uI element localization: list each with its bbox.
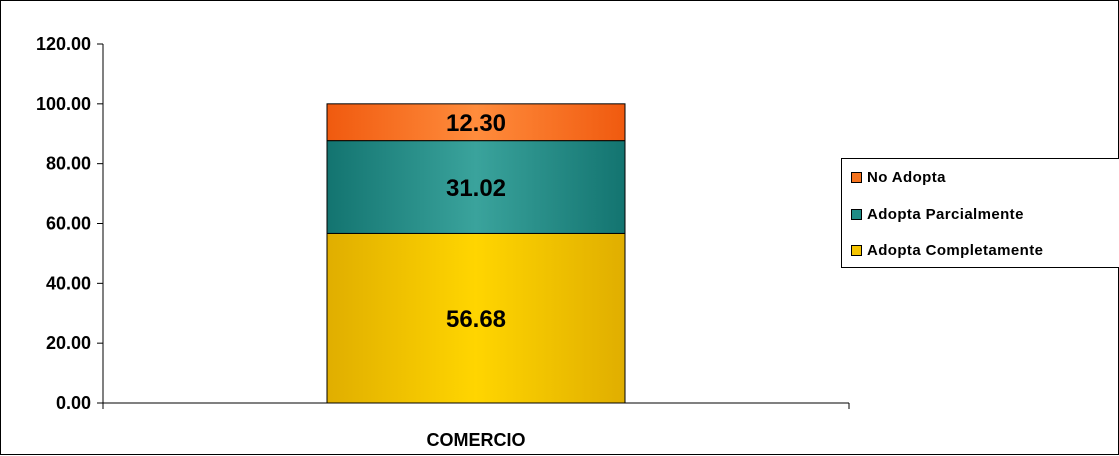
x-category-label: COMERCIO [427,430,526,450]
data-label: 12.30 [446,110,506,137]
y-tick-label: 0.00 [56,393,91,413]
legend-item-adopta-completamente: Adopta Completamente [851,242,1043,259]
legend-label: Adopta Parcialmente [867,206,1024,223]
bar-segment [326,103,626,142]
legend-swatch [851,245,862,256]
bar-segment [326,232,626,404]
y-tick-label: 60.00 [46,214,91,234]
legend-label: No Adopta [867,169,946,186]
legend: No Adopta Adopta Parcialmente Adopta Com… [841,158,1119,268]
y-tick-label: 80.00 [46,154,91,174]
bar-segment [326,140,626,234]
data-label: 31.02 [446,175,506,202]
y-tick-label: 20.00 [46,333,91,353]
y-tick-label: 40.00 [46,273,91,293]
legend-item-no-adopta: No Adopta [851,169,946,186]
legend-item-adopta-parcialmente: Adopta Parcialmente [851,206,1024,223]
legend-swatch [851,172,862,183]
y-tick-label: 120.00 [36,34,91,54]
legend-swatch [851,209,862,220]
data-label: 56.68 [446,306,506,333]
legend-label: Adopta Completamente [867,242,1044,259]
y-tick-label: 100.00 [36,94,91,114]
